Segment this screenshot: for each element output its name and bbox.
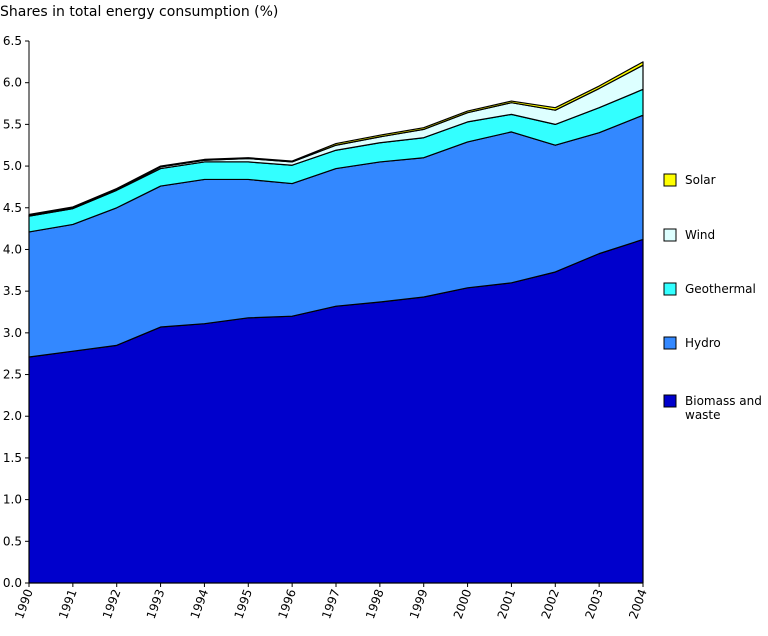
area-series-group	[28, 61, 644, 584]
area-solar	[28, 61, 644, 216]
x-tick-label: 1995	[232, 587, 256, 620]
x-tick-label: 1991	[56, 587, 80, 620]
legend-label-wind: Wind	[685, 228, 715, 242]
x-tick-label: 1990	[12, 587, 36, 620]
legend-swatch-hydro	[663, 336, 677, 350]
y-axis-ticks: 0.0 0.5 1.0 1.5 2.0 2.5 3.0 3.5 4.0 4.5 5.0 5.5 6.0 6…	[3, 34, 29, 590]
x-tick-label: 2001	[495, 587, 519, 620]
y-tick-label: 3.5	[3, 284, 22, 298]
x-tick-label: 1997	[319, 587, 343, 620]
legend-label-geothermal: Geothermal	[685, 282, 756, 296]
y-tick-label: 0.5	[3, 534, 22, 548]
y-tick-label: 4.5	[3, 201, 22, 215]
y-tick-label: 2.5	[3, 368, 22, 382]
y-tick-label: 4.0	[3, 242, 22, 256]
x-tick-label: 2004	[626, 587, 650, 620]
y-tick-label: 6.0	[3, 76, 22, 90]
x-tick-label: 1999	[407, 587, 431, 620]
y-tick-label: 0.0	[3, 576, 22, 590]
legend-label-biomass-and-waste: Biomass and waste	[685, 394, 762, 422]
x-tick-label: 2000	[451, 587, 475, 620]
legend-label-hydro: Hydro	[685, 336, 721, 350]
x-axis-ticks: 1990 1991 1992 1993 1994 1995 1996 1997 1998 1999…	[12, 583, 650, 621]
y-axis-title: Shares in total energy consumption (%)	[0, 4, 278, 20]
y-tick-label: 1.5	[3, 451, 22, 465]
y-tick-label: 3.0	[3, 326, 22, 340]
x-tick-label: 1993	[144, 587, 168, 620]
x-tick-label: 2002	[539, 587, 563, 620]
legend: Solar Wind Geothermal Hydro Biomass and waste	[663, 173, 762, 422]
legend-swatch-geothermal	[663, 282, 677, 296]
x-tick-label: 1992	[100, 587, 124, 620]
y-tick-label: 6.5	[3, 34, 22, 48]
x-tick-label: 1996	[275, 587, 299, 620]
y-tick-label: 5.5	[3, 117, 22, 131]
y-tick-label: 2.0	[3, 409, 22, 423]
x-tick-label: 2003	[582, 587, 606, 620]
legend-label-solar: Solar	[685, 173, 716, 187]
legend-swatch-solar	[663, 173, 677, 187]
x-tick-label: 1998	[363, 587, 387, 620]
y-tick-label: 5.0	[3, 159, 22, 173]
legend-swatch-wind	[663, 228, 677, 242]
y-tick-label: 1.0	[3, 493, 22, 507]
legend-swatch-biomass-and-waste	[663, 394, 677, 408]
x-tick-label: 1994	[188, 587, 212, 620]
